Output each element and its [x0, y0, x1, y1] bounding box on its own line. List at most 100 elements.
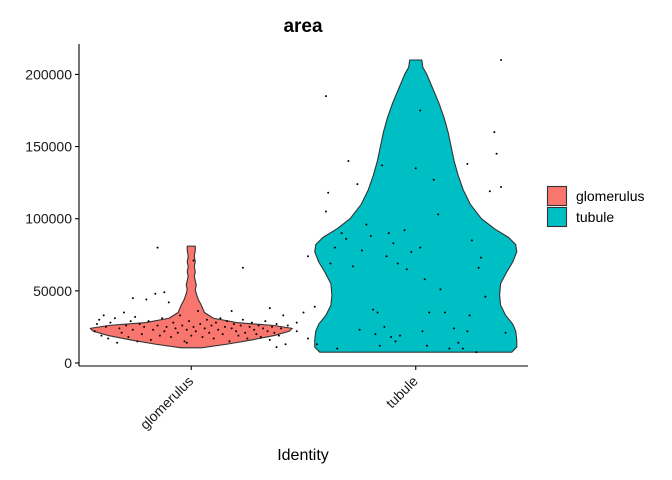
- data-point: [477, 266, 480, 269]
- data-point: [217, 328, 220, 331]
- data-point: [324, 95, 327, 98]
- data-point: [443, 311, 446, 314]
- data-point: [174, 327, 177, 330]
- data-point: [136, 340, 139, 343]
- data-point: [158, 334, 161, 337]
- data-point: [219, 317, 222, 320]
- data-point: [399, 334, 402, 337]
- data-point: [257, 324, 260, 327]
- data-point: [246, 337, 249, 340]
- data-point: [437, 213, 440, 216]
- data-point: [452, 327, 455, 330]
- violin-glomerulus: [89, 245, 293, 349]
- legend-key-tubule: [546, 206, 568, 228]
- data-point: [405, 268, 408, 271]
- data-point: [255, 333, 258, 336]
- violin-layer: [89, 59, 518, 353]
- data-point: [262, 327, 265, 330]
- x-tick-label: glomerulus: [137, 373, 197, 433]
- data-point: [125, 324, 128, 327]
- data-point: [138, 323, 141, 326]
- data-point: [98, 318, 101, 321]
- data-point: [156, 246, 159, 249]
- data-point: [185, 328, 188, 331]
- data-point: [302, 311, 305, 314]
- data-point: [152, 328, 155, 331]
- data-point: [432, 178, 435, 181]
- data-point: [170, 336, 173, 339]
- data-point: [284, 343, 287, 346]
- data-point: [250, 321, 253, 324]
- data-point: [228, 340, 231, 343]
- data-point: [347, 160, 350, 162]
- data-point: [466, 330, 469, 333]
- data-point: [156, 324, 159, 327]
- data-point: [194, 330, 197, 333]
- data-point: [205, 318, 208, 321]
- data-point: [365, 223, 368, 226]
- data-point: [127, 336, 130, 339]
- data-point: [333, 246, 336, 249]
- data-point: [504, 331, 507, 334]
- data-point: [192, 325, 195, 328]
- data-point: [226, 320, 229, 323]
- data-point: [230, 327, 233, 330]
- data-point: [93, 330, 96, 333]
- data-point: [102, 314, 105, 317]
- data-point: [237, 334, 240, 337]
- x-axis: glomerulus tubule: [137, 366, 421, 433]
- data-point: [282, 314, 285, 317]
- data-point: [230, 310, 233, 313]
- data-point: [315, 343, 318, 346]
- data-point: [419, 246, 422, 249]
- data-point: [185, 341, 188, 344]
- data-point: [212, 337, 215, 340]
- data-point: [172, 321, 175, 324]
- data-point: [264, 320, 267, 323]
- data-point: [439, 288, 442, 291]
- data-point: [149, 338, 152, 341]
- data-point: [223, 325, 226, 328]
- data-point: [192, 259, 195, 262]
- data-point: [165, 325, 168, 328]
- data-point: [131, 297, 134, 300]
- data-point: [208, 331, 211, 334]
- legend-label: tubule: [576, 209, 614, 225]
- data-point: [277, 334, 280, 337]
- data-point: [457, 341, 460, 344]
- y-axis: 0 50000 100000 150000 200000: [25, 66, 79, 371]
- data-point: [351, 265, 354, 268]
- data-point: [147, 320, 150, 323]
- points-layer: [93, 59, 507, 354]
- data-point: [275, 346, 278, 349]
- y-tick-label: 200000: [25, 66, 72, 82]
- data-point: [275, 323, 278, 326]
- data-point: [214, 321, 217, 324]
- data-point: [116, 341, 119, 344]
- data-point: [403, 229, 406, 232]
- data-point: [104, 325, 107, 328]
- data-point: [235, 330, 238, 333]
- data-point: [143, 325, 146, 328]
- data-point: [410, 250, 413, 253]
- data-point: [273, 331, 276, 334]
- data-point: [286, 324, 289, 327]
- data-point: [145, 298, 148, 301]
- data-point: [179, 314, 182, 317]
- data-point: [378, 344, 381, 347]
- y-tick-label: 100000: [25, 211, 72, 227]
- data-point: [129, 320, 132, 323]
- data-point: [109, 321, 112, 324]
- violin-tubule: [314, 59, 518, 353]
- data-point: [385, 255, 388, 258]
- data-point: [488, 190, 491, 193]
- data-point: [163, 330, 166, 333]
- data-point: [196, 310, 199, 313]
- data-point: [383, 325, 386, 328]
- data-point: [295, 321, 298, 324]
- data-point: [188, 320, 190, 323]
- data-point: [484, 295, 487, 298]
- data-point: [428, 311, 431, 314]
- data-point: [340, 232, 343, 235]
- data-point: [475, 351, 478, 354]
